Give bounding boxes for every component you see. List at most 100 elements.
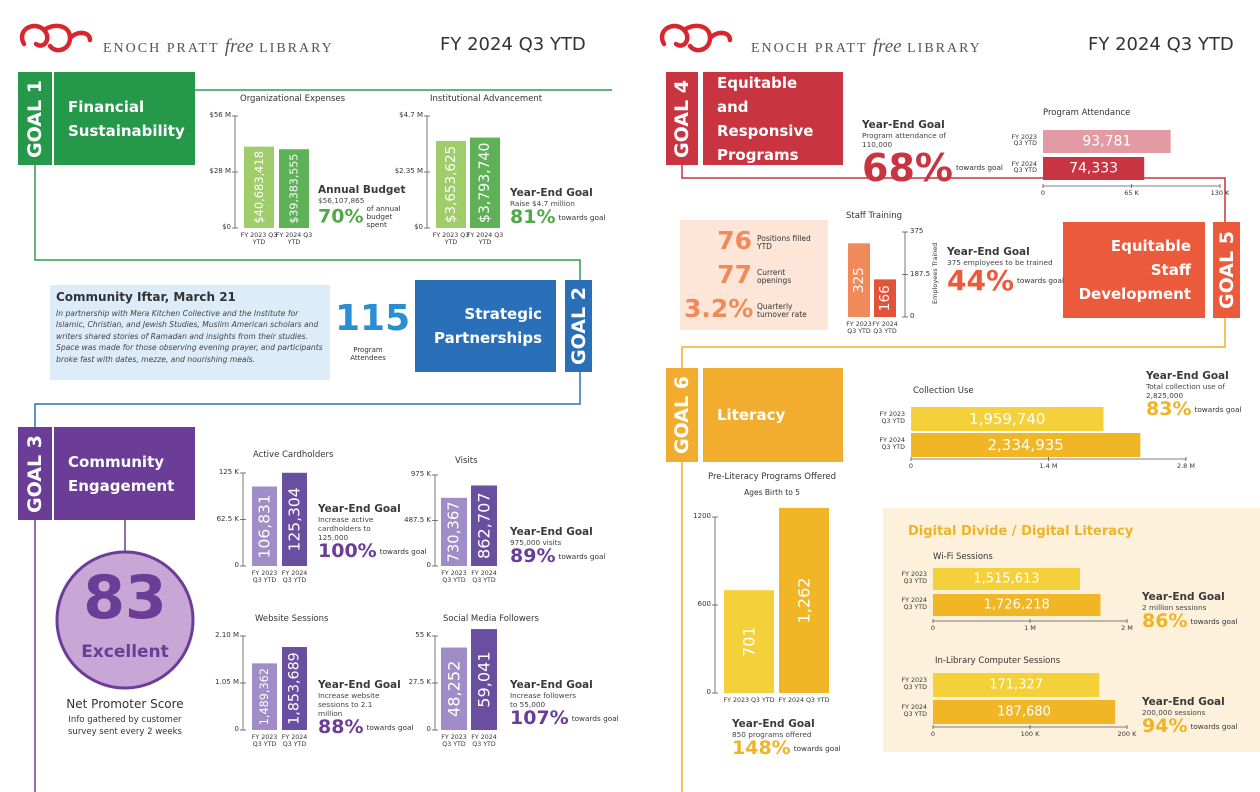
goal-percent: 83% — [1146, 398, 1192, 421]
y-tick-label: FY 2024 Q3 YTD — [901, 597, 928, 611]
goal-tag: GOAL 1 — [24, 79, 47, 158]
x-tick-label: 0 — [908, 462, 914, 470]
value-label: $3,793,740 — [477, 143, 493, 223]
y-tick-label: 0 — [234, 725, 239, 733]
goal-percent: 81% — [510, 206, 556, 229]
y-tick-label: FY 2024 Q3 YTD — [1011, 160, 1038, 175]
y-tick-label: 1.05 M — [215, 678, 239, 686]
goal-row: 100% towards goal — [318, 542, 428, 561]
goal-tag: GOAL 6 — [671, 376, 694, 454]
goal-tag: GOAL 2 — [567, 287, 590, 365]
x-tick-label: FY 2024 Q3 YTD — [466, 232, 504, 246]
goal-note: towards goal — [955, 163, 1003, 173]
goal-note: towards goal — [1190, 616, 1238, 626]
goal-text: 375 employees to be trained — [947, 258, 1053, 267]
stat-label: Quarterly turnover rate — [757, 302, 807, 320]
goal-box: Financial Sustainability — [54, 72, 195, 165]
stat-value: 77 — [717, 260, 752, 289]
goal-tab: GOAL 2 — [565, 280, 592, 372]
x-tick-label: 0 — [930, 730, 936, 738]
goal-note: towards goal — [366, 722, 414, 732]
y-tick-label: FY 2023 Q3 YTD — [901, 571, 928, 585]
goal-box: Equitable and Responsive Programs — [703, 72, 843, 165]
x-tick-label: FY 2024 Q3 YTD — [872, 321, 898, 335]
bar — [471, 629, 497, 730]
goal-row: 68% towards goal — [862, 149, 1004, 187]
chart-title: Pre-Literacy Programs Offered — [707, 472, 837, 482]
goal: Year-End Goal 975,000 visits 89% towards go… — [510, 526, 606, 566]
chart-title: Social Media Followers — [443, 614, 539, 624]
value-label: 325 — [851, 267, 867, 293]
goal-box: Strategic Partnerships — [415, 280, 556, 372]
value-label: 1,959,740 — [969, 410, 1045, 428]
goal-percent: 88% — [318, 716, 364, 739]
goal-percent: 100% — [318, 540, 377, 563]
goal: Year-End Goal Increase active cardholders… — [318, 503, 428, 561]
x-tick-label: 0 — [1040, 189, 1046, 197]
goal-text: 2 million sessions — [1142, 603, 1207, 612]
chart-title: Collection Use — [913, 386, 974, 396]
story-box — [50, 285, 330, 380]
bar — [911, 407, 1104, 431]
goal: Year-End Goal 375 employees to be trained… — [947, 246, 1065, 295]
x-tick-label: FY 2023 Q3 YTD — [441, 734, 467, 748]
y-tick-label: 0 — [706, 688, 711, 696]
bar — [252, 486, 277, 566]
period: FY 2024 Q3 YTD — [1088, 34, 1234, 55]
value-label: 1,262 — [795, 578, 814, 624]
y-tick-label: 27.5 K — [408, 678, 431, 686]
goal-box: Equitable Staff Development — [1063, 222, 1205, 318]
goal-row: 107% towards goal — [510, 709, 620, 728]
goal-tab: GOAL 6 — [666, 368, 698, 462]
goal-label: Year-End Goal — [1142, 591, 1225, 603]
x-tick-label: 1 M — [1024, 624, 1036, 632]
goal-row: 81% towards goal — [510, 208, 606, 227]
x-tick-label: FY 2023 Q3 YTD — [432, 232, 470, 246]
y-tick-label: FY 2023 Q3 YTD — [901, 677, 928, 691]
y-tick-label: $2.35 M — [394, 167, 423, 175]
goal-note: towards goal — [558, 212, 606, 222]
value-label: 106,831 — [256, 494, 274, 558]
goal-tab: GOAL 5 — [1213, 222, 1240, 318]
value-label: 1,515,613 — [973, 572, 1039, 587]
goal-percent: 44% — [947, 264, 1015, 298]
brand-text: ENOCH PRATT — [751, 41, 868, 56]
y-tick-label: $4.7 M — [399, 111, 423, 119]
value-label: $3,653,625 — [443, 146, 459, 223]
stat-label: Current openings — [757, 268, 792, 286]
value-label: 187,680 — [997, 705, 1051, 720]
stat-label: Program Attendees — [350, 346, 386, 362]
y-tick-label: 125 K — [218, 468, 239, 476]
bar — [1043, 130, 1171, 153]
value-label: 93,781 — [1082, 134, 1131, 150]
story-text: In partnership with Mera Kitchen Collect… — [56, 309, 323, 364]
goal: Year-End Goal Raise $4.7 million 81% toward… — [510, 187, 606, 227]
goal-row: 83% towards goal — [1146, 400, 1242, 419]
value-label: 2,334,935 — [987, 436, 1063, 454]
value-label: 48,252 — [445, 661, 464, 717]
goal-text: $56,107,865 — [318, 196, 365, 205]
nps-score: 83 — [83, 563, 167, 633]
x-tick-label: FY 2023 Q3 YTD — [846, 321, 872, 335]
bar — [279, 149, 309, 228]
goal-tab: GOAL 3 — [18, 427, 52, 520]
value-label: 74,333 — [1069, 161, 1118, 177]
goal: Year-End Goal 2 million sessions 86% toward… — [1142, 591, 1238, 631]
chart-subtitle: Ages Birth to 5 — [744, 488, 800, 497]
bar — [911, 433, 1141, 457]
brand-text: LIBRARY — [259, 41, 334, 56]
brand-text: ENOCH PRATT — [103, 41, 220, 56]
y-tick-label: $28 M — [209, 167, 231, 175]
chart-title: Institutional Advancement — [430, 94, 543, 104]
goal-tab: GOAL 4 — [666, 72, 698, 165]
x-tick-label: FY 2023 Q3 YTD — [723, 697, 775, 704]
goal-text: 200,000 sessions — [1142, 708, 1206, 717]
bar — [933, 594, 1101, 616]
goal: Year-End Goal 200,000 sessions 94% towards … — [1142, 696, 1238, 736]
goal: Year-End Goal Program attendance of 110,0… — [862, 119, 1004, 187]
x-tick-label: 100 K — [1020, 730, 1040, 738]
brand-text: LIBRARY — [907, 41, 982, 56]
goal-note: towards goal — [793, 743, 841, 753]
goal-row: 94% towards goal — [1142, 717, 1238, 736]
goal-note: towards goal — [379, 546, 427, 556]
